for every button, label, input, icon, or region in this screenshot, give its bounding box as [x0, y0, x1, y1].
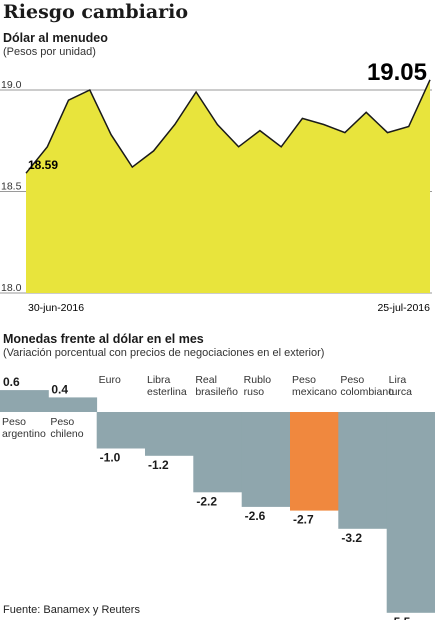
category-label: Lira: [389, 374, 407, 386]
end-value-label: 19.05: [367, 59, 427, 86]
bar: [96, 412, 146, 449]
value-label: -2.6: [245, 509, 266, 523]
category-label: chileno: [50, 428, 83, 440]
category-label: colombiano: [340, 386, 394, 398]
category-label: argentino: [2, 428, 46, 440]
category-label: mexicano: [292, 386, 337, 398]
category-label: esterlina: [147, 386, 187, 398]
y-axis-ticks: 19.0 18.5 18.0: [1, 79, 22, 294]
x-label-end: 25-jul-2016: [377, 302, 430, 314]
line-chart-subtitle: (Pesos por unidad): [3, 46, 96, 58]
category-label: Libra: [147, 374, 171, 386]
value-label: -1.2: [148, 458, 169, 472]
category-label: Peso: [340, 374, 364, 386]
bar: [386, 412, 435, 613]
category-label: Rublo: [244, 374, 272, 386]
bar: [0, 390, 49, 412]
value-label: -2.7: [293, 513, 314, 527]
bar: [48, 397, 98, 412]
value-label: -2.2: [196, 494, 217, 508]
bar: [145, 412, 194, 456]
line-chart-title: Dólar al menudeo: [3, 31, 108, 45]
bars: [0, 390, 435, 613]
category-label: Peso: [292, 374, 316, 386]
start-value-label: 18.59: [28, 158, 58, 172]
value-label: 0.4: [51, 382, 68, 396]
category-label: Euro: [99, 374, 121, 386]
value-labels: 0.6 0.4 -1.0 -1.2 -2.2 -2.6 -2.7 -3.2 -5.5: [3, 375, 411, 620]
source-note: Fuente: Banamex y Reuters: [3, 604, 140, 616]
y-tick-label: 18.5: [1, 181, 22, 193]
x-label-start: 30-jun-2016: [28, 302, 84, 314]
bar: [193, 412, 243, 493]
rate-line: [25, 79, 431, 174]
category-label: Peso: [2, 416, 26, 428]
rate-area: [26, 79, 430, 293]
value-label: -5.5: [390, 615, 411, 620]
value-label: -1.0: [100, 451, 121, 465]
bar: [338, 412, 388, 529]
page-title: Riesgo cambiario: [3, 1, 189, 23]
bar: [241, 412, 291, 507]
category-label: Peso: [50, 416, 74, 428]
category-label: turca: [389, 386, 413, 398]
bar: [290, 412, 339, 511]
category-label: ruso: [244, 386, 265, 398]
bar-chart-subtitle: (Variación porcentual con precios de neg…: [3, 347, 325, 359]
value-label: -3.2: [341, 531, 362, 545]
exchange-rate-chart: 19.0 18.5 18.0 18.59 19.05 30-jun-2016 25-…: [0, 59, 432, 314]
bar-chart-title: Monedas frente al dólar en el mes: [3, 332, 204, 346]
category-label: brasileño: [195, 386, 238, 398]
y-tick-label: 18.0: [1, 282, 22, 294]
value-label: 0.6: [3, 375, 20, 389]
y-tick-label: 19.0: [1, 79, 22, 91]
category-label: Real: [195, 374, 217, 386]
